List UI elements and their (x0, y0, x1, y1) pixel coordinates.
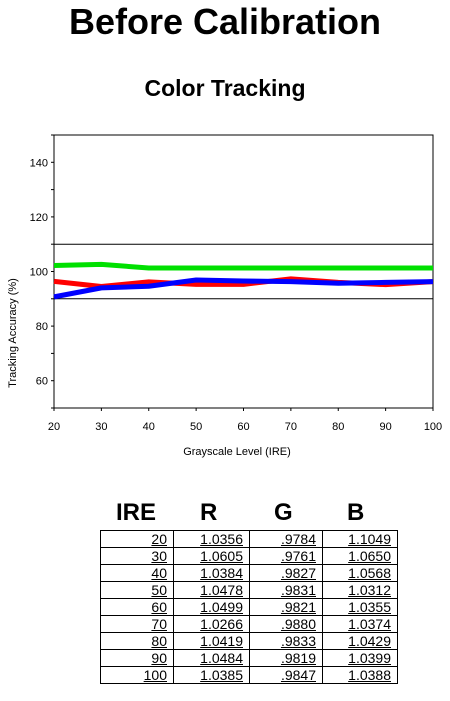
table-cell: 1.0355 (322, 598, 398, 616)
x-tick-label: 40 (143, 421, 155, 433)
y-tick-label: 80 (36, 321, 48, 333)
chart-subtitle: Color Tracking (144, 75, 306, 101)
table-cell: .9821 (249, 598, 323, 616)
table-row: 50 1.0478.9831 1.0312 (100, 581, 398, 599)
table-cell: .9827 (249, 564, 323, 582)
y-tick-label: 120 (30, 212, 48, 224)
x-tick-label: 20 (48, 421, 60, 433)
x-tick-label: 80 (332, 421, 344, 433)
x-tick-labels: 20 30 40 50 60 70 80 90 100 (48, 421, 442, 433)
x-tick-label: 50 (190, 421, 202, 433)
plot-frame (51, 134, 434, 411)
table-cell: .9761 (249, 547, 323, 565)
table-cell: 1.0385 (173, 666, 250, 684)
table-cell: .9819 (249, 649, 323, 667)
table-cell: .9847 (249, 666, 323, 684)
table-cell: 40 (100, 564, 174, 582)
table-row: 80 1.0419.9833 1.0429 (100, 632, 398, 650)
table-cell: 1.0388 (322, 666, 398, 684)
y-axis-label: Tracking Accuracy (%) (7, 278, 19, 388)
table-cell: 1.0650 (322, 547, 398, 565)
table-cell: .9831 (249, 581, 323, 599)
table-cell: 80 (100, 632, 174, 650)
page-title: Before Calibration (68, 1, 382, 42)
table-row: 60 1.0499.9821 1.0355 (100, 598, 398, 616)
x-tick-label: 60 (237, 421, 249, 433)
table-cell: 1.0568 (322, 564, 398, 582)
table-header-ire: IRE (116, 499, 157, 526)
table-cell: 1.0429 (322, 632, 398, 650)
table-cell: 60 (100, 598, 174, 616)
table-cell: 1.1049 (322, 530, 398, 548)
table-header-b: B (347, 499, 365, 526)
x-tick-label: 100 (424, 421, 442, 433)
table-row: 100 1.0385.9847 1.0388 (100, 666, 398, 684)
table-header-g: G (274, 499, 293, 526)
x-tick-label: 90 (380, 421, 392, 433)
calibration-table: 20 1.0356.9784 1.1049 30 1.0605.9761 1.0650 40… (100, 530, 398, 684)
series-lines (53, 261, 434, 300)
table-row: 90 1.0484.9819 1.0399 (100, 649, 398, 667)
series-line-1 (53, 261, 433, 271)
reference-lines (54, 243, 433, 300)
x-axis-label: Grayscale Level (IRE) (183, 446, 291, 458)
y-tick-label: 100 (30, 267, 48, 279)
x-tick-label: 70 (285, 421, 297, 433)
y-tick-label: 140 (30, 157, 48, 169)
table-cell: 20 (100, 530, 174, 548)
table-cell: 90 (100, 649, 174, 667)
y-tick-labels: 60 80 100 120 140 (30, 157, 48, 387)
table-row: 70 1.0266.9880 1.0374 (100, 615, 398, 633)
table-cell: .9784 (249, 530, 323, 548)
color-tracking-chart: 20 30 40 50 60 70 80 90 100 60 80 100 120 140 Graysc… (7, 134, 442, 458)
table-cell: 1.0399 (322, 649, 398, 667)
series-line-2 (53, 277, 434, 300)
table-cell: 1.0356 (173, 530, 250, 548)
plot-border (53, 134, 434, 409)
table-cell: 70 (100, 615, 174, 633)
y-tick-label: 60 (36, 376, 48, 388)
table-cell: 1.0374 (322, 615, 398, 633)
x-tick-label: 30 (95, 421, 107, 433)
table-cell: 1.0605 (173, 547, 250, 565)
table-row: 20 1.0356.9784 1.1049 (100, 530, 398, 548)
table-header-r: R (200, 499, 218, 526)
table-cell: 1.0499 (173, 598, 250, 616)
table-cell: 100 (100, 666, 174, 684)
table-cell: .9833 (249, 632, 323, 650)
table-cell: 1.0419 (173, 632, 250, 650)
table-cell: 1.0478 (173, 581, 250, 599)
table-cell: 1.0384 (173, 564, 250, 582)
table-row: 30 1.0605.9761 1.0650 (100, 547, 398, 565)
table-cell: 30 (100, 547, 174, 565)
table-cell: .9880 (249, 615, 323, 633)
table-cell: 1.0484 (173, 649, 250, 667)
table-cell: 1.0266 (173, 615, 250, 633)
table-row: 40 1.0384.9827 1.0568 (100, 564, 398, 582)
table-cell: 50 (100, 581, 174, 599)
table-cell: 1.0312 (322, 581, 398, 599)
